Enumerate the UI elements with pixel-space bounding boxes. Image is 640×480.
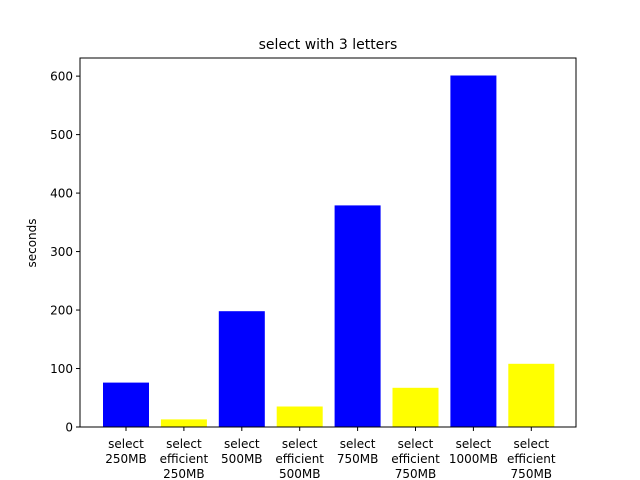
x-tick-label-4: select 750MB <box>337 437 379 466</box>
y-tick-label-0: 0 <box>65 421 73 435</box>
bar-2 <box>218 311 265 427</box>
x-tick-label-1: select efficient 250MB <box>160 437 209 480</box>
y-tick-label-6: 600 <box>50 70 73 84</box>
chart-title: select with 3 letters <box>259 37 398 53</box>
y-tick-label-4: 400 <box>50 187 73 201</box>
bar-3 <box>276 406 323 427</box>
y-tick-label-3: 300 <box>50 245 73 259</box>
x-tick-label-0: select 250MB <box>105 437 147 466</box>
bar-7 <box>508 363 555 427</box>
x-axis-ticks: select 250MB select efficient 250MB select 500… <box>105 427 556 480</box>
bar-6 <box>450 75 497 427</box>
x-tick-label-5: select efficient 750MB <box>391 437 440 480</box>
x-tick-label-2: select 500MB <box>221 437 263 466</box>
x-tick-label-3: select efficient 500MB <box>275 437 324 480</box>
plot-area-frame <box>79 57 577 428</box>
y-axis-ticks: 0 100 200 300 400 500 600 <box>50 70 80 435</box>
bar-1 <box>160 419 207 427</box>
y-axis-label: seconds <box>25 218 39 267</box>
y-tick-label-2: 200 <box>50 304 73 318</box>
y-tick-label-5: 500 <box>50 128 73 142</box>
bars-group <box>103 75 555 427</box>
bar-5 <box>392 387 439 427</box>
y-tick-label-1: 100 <box>50 362 73 376</box>
x-tick-label-7: select efficient 750MB <box>507 437 556 480</box>
bar-0 <box>103 382 149 427</box>
x-tick-label-6: select 1000MB <box>449 437 498 466</box>
bar-4 <box>334 205 381 427</box>
